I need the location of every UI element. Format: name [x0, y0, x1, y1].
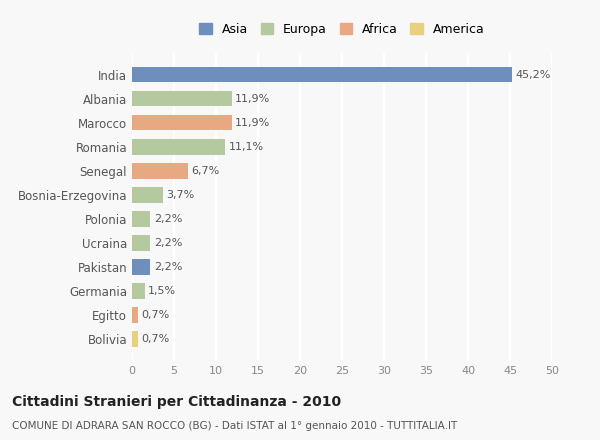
Text: Cittadini Stranieri per Cittadinanza - 2010: Cittadini Stranieri per Cittadinanza - 2… [12, 395, 341, 409]
Text: 1,5%: 1,5% [148, 286, 176, 296]
Bar [132, 283, 145, 299]
Legend: Asia, Europa, Africa, America: Asia, Europa, Africa, America [196, 19, 488, 40]
Bar [132, 187, 163, 202]
Bar [132, 67, 512, 82]
Text: 2,2%: 2,2% [154, 238, 182, 248]
Bar [132, 211, 151, 227]
Text: 2,2%: 2,2% [154, 262, 182, 272]
Text: 11,1%: 11,1% [229, 142, 264, 152]
Text: 11,9%: 11,9% [235, 94, 271, 104]
Bar [132, 259, 151, 275]
Bar [132, 163, 188, 179]
Bar [132, 91, 232, 106]
Bar [132, 307, 138, 323]
Bar [132, 115, 232, 131]
Text: 2,2%: 2,2% [154, 214, 182, 224]
Bar [132, 331, 138, 347]
Text: 3,7%: 3,7% [166, 190, 194, 200]
Bar [132, 139, 225, 154]
Text: 11,9%: 11,9% [235, 117, 271, 128]
Text: 45,2%: 45,2% [515, 70, 550, 80]
Bar [132, 235, 151, 251]
Text: COMUNE DI ADRARA SAN ROCCO (BG) - Dati ISTAT al 1° gennaio 2010 - TUTTITALIA.IT: COMUNE DI ADRARA SAN ROCCO (BG) - Dati I… [12, 421, 457, 431]
Text: 0,7%: 0,7% [141, 310, 169, 320]
Text: 6,7%: 6,7% [191, 166, 220, 176]
Text: 0,7%: 0,7% [141, 334, 169, 344]
